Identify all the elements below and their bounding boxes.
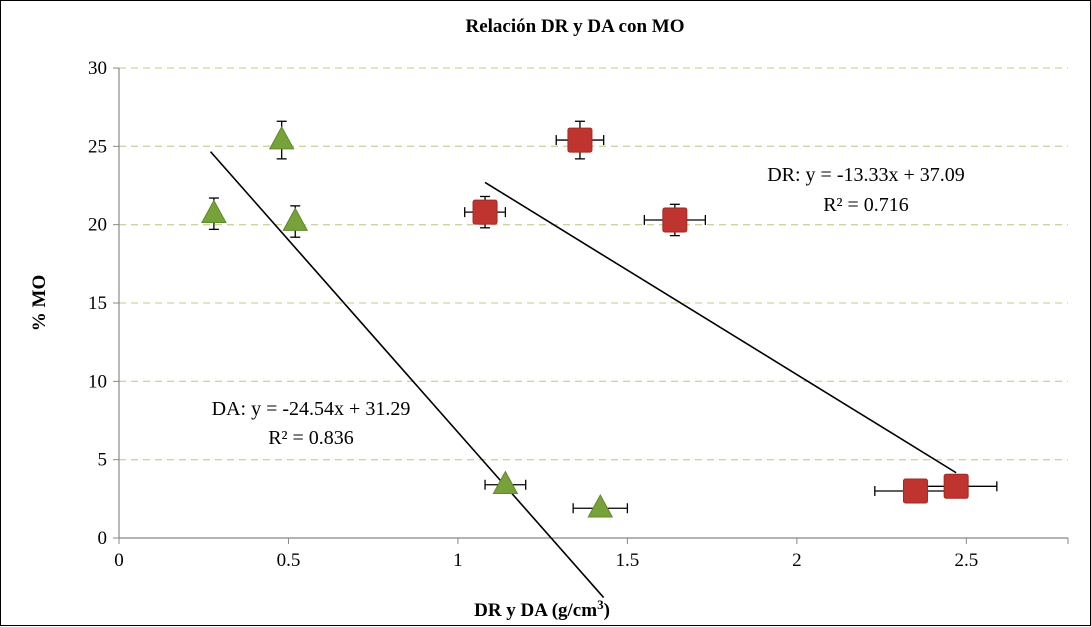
y-tick-label-0: 0: [98, 528, 108, 549]
square-point-4: [943, 473, 969, 499]
x-tick-label-4: 2: [792, 550, 802, 571]
x-tick-label-2: 1: [453, 550, 463, 571]
y-tick-label-1: 5: [98, 450, 108, 471]
triangle-point-1: [268, 125, 295, 150]
data-points: [201, 125, 969, 518]
x-axis-title: DR y DA (g/cm3): [474, 597, 610, 621]
square-point-1: [567, 127, 593, 153]
gridlines: [119, 67, 1068, 461]
x-tick-labels: 0 0.5 1 1.5 2 2.5: [114, 550, 978, 571]
y-tick-label-4: 20: [88, 215, 107, 236]
x-tick-label-1: 0.5: [277, 550, 301, 571]
trendline-series-0: [209, 151, 605, 599]
y-tick-label-5: 25: [88, 136, 107, 157]
trendlines: [209, 151, 957, 599]
x-tick-label-0: 0: [114, 550, 124, 571]
triangle-point-0: [201, 199, 227, 223]
square-point-2: [662, 207, 688, 233]
dr-equation-label: DR: y = -13.33x + 37.09: [767, 164, 965, 186]
x-axis-title-superscript: 3: [597, 597, 604, 612]
x-axis-title-end: ): [604, 600, 610, 621]
y-tick-label-2: 10: [88, 371, 107, 392]
y-tick-label-6: 30: [88, 58, 107, 79]
x-axis-title-main: DR y DA (g/cm: [474, 600, 597, 621]
square-point-3: [902, 478, 928, 504]
y-tick-labels: 0 5 10 15 20 25 30: [88, 58, 107, 549]
axes: [113, 67, 1069, 544]
trendline-series-1: [484, 181, 957, 474]
y-axis-title: % MO: [29, 275, 50, 331]
da-r2-label: R² = 0.836: [268, 427, 354, 449]
y-tick-label-3: 15: [88, 293, 107, 314]
triangle-point-2: [282, 207, 309, 231]
square-point-0: [472, 199, 498, 225]
chart-title: Relación DR y DA con MO: [465, 16, 684, 37]
x-tick-label-3: 1.5: [616, 550, 640, 571]
triangle-point-4: [587, 493, 614, 518]
triangle-point-3: [492, 470, 519, 495]
dr-r2-label: R² = 0.716: [823, 194, 909, 216]
x-tick-label-5: 2.5: [954, 550, 978, 571]
da-equation-label: DA: y = -24.54x + 31.29: [212, 398, 411, 420]
